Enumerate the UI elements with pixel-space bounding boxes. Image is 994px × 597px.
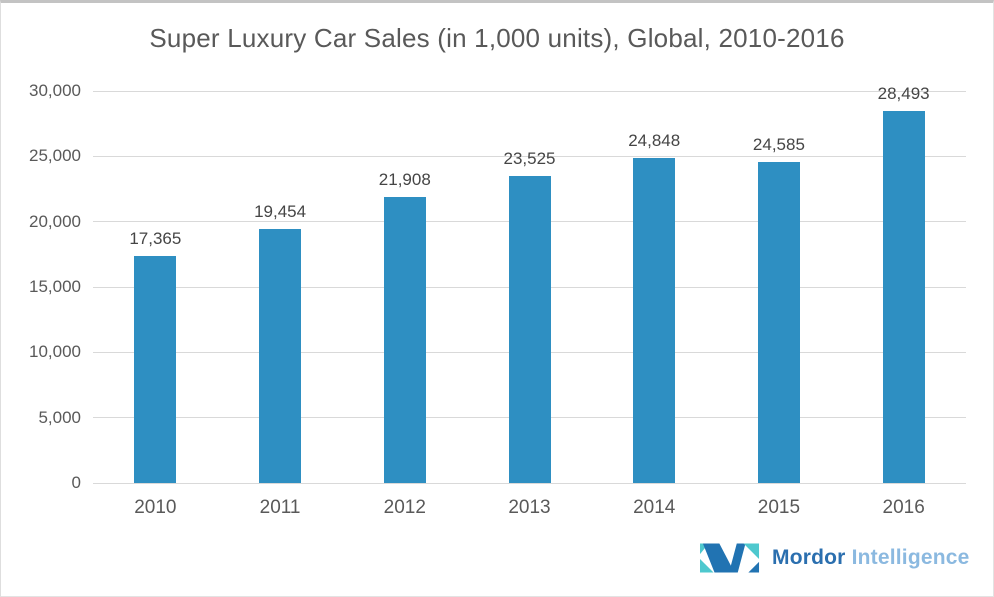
- y-axis-label: 25,000: [29, 146, 81, 166]
- bar-value-label: 17,365: [129, 229, 182, 249]
- y-axis: 0 5,000 10,000 15,000 20,000 25,000 30,000: [1, 81, 81, 492]
- x-axis-label: 2014: [633, 497, 676, 518]
- logo-text-secondary: Intelligence: [851, 546, 970, 569]
- logo-text-primary: Mordor: [772, 546, 846, 569]
- bar-value-label: 21,908: [378, 169, 431, 189]
- plot-area: 17,365 19,454 21,908 23,525 24,848 24,585 28,4…: [93, 84, 966, 484]
- x-axis-label: 2010: [134, 497, 177, 518]
- brand-logo: Mordor Intelligence: [700, 542, 970, 574]
- x-axis-label: 2015: [757, 497, 801, 518]
- x-axis-label: 2011: [259, 497, 301, 518]
- y-axis-label: 30,000: [29, 81, 81, 100]
- chart-title: Super Luxury Car Sales (in 1,000 units),…: [149, 23, 845, 53]
- x-axis-label: 2013: [508, 497, 551, 518]
- bar-2010: [134, 256, 177, 483]
- gridline: [93, 155, 966, 157]
- gridline: [93, 90, 966, 92]
- bar-2014: [633, 158, 676, 483]
- x-axis-label: 2016: [882, 497, 925, 518]
- logo-text: Mordor Intelligence: [772, 546, 970, 570]
- bar-2013: [508, 175, 551, 483]
- bar-value-label: 24,585: [752, 134, 805, 154]
- y-axis-label: 5,000: [38, 407, 81, 427]
- bar-value-label: 19,454: [254, 201, 307, 221]
- y-axis-label: 20,000: [29, 211, 81, 231]
- gridline: [93, 482, 966, 484]
- bar-2015: [757, 161, 800, 483]
- x-axis-label: 2012: [383, 497, 426, 518]
- bar-value-label: 23,525: [503, 148, 556, 168]
- mordor-intelligence-logo-icon: [700, 543, 760, 573]
- bar-value-label: 24,848: [628, 131, 681, 151]
- bar-2011: [259, 228, 302, 483]
- x-axis: 2010 2011 2012 2013 2014 2015 2016: [93, 497, 966, 527]
- y-axis-label: 0: [71, 473, 81, 492]
- y-axis-label: 15,000: [29, 277, 81, 296]
- bar-value-label: 28,493: [877, 83, 930, 103]
- bar-2016: [882, 110, 925, 483]
- y-axis-label: 10,000: [29, 342, 81, 362]
- bar-2012: [383, 196, 426, 483]
